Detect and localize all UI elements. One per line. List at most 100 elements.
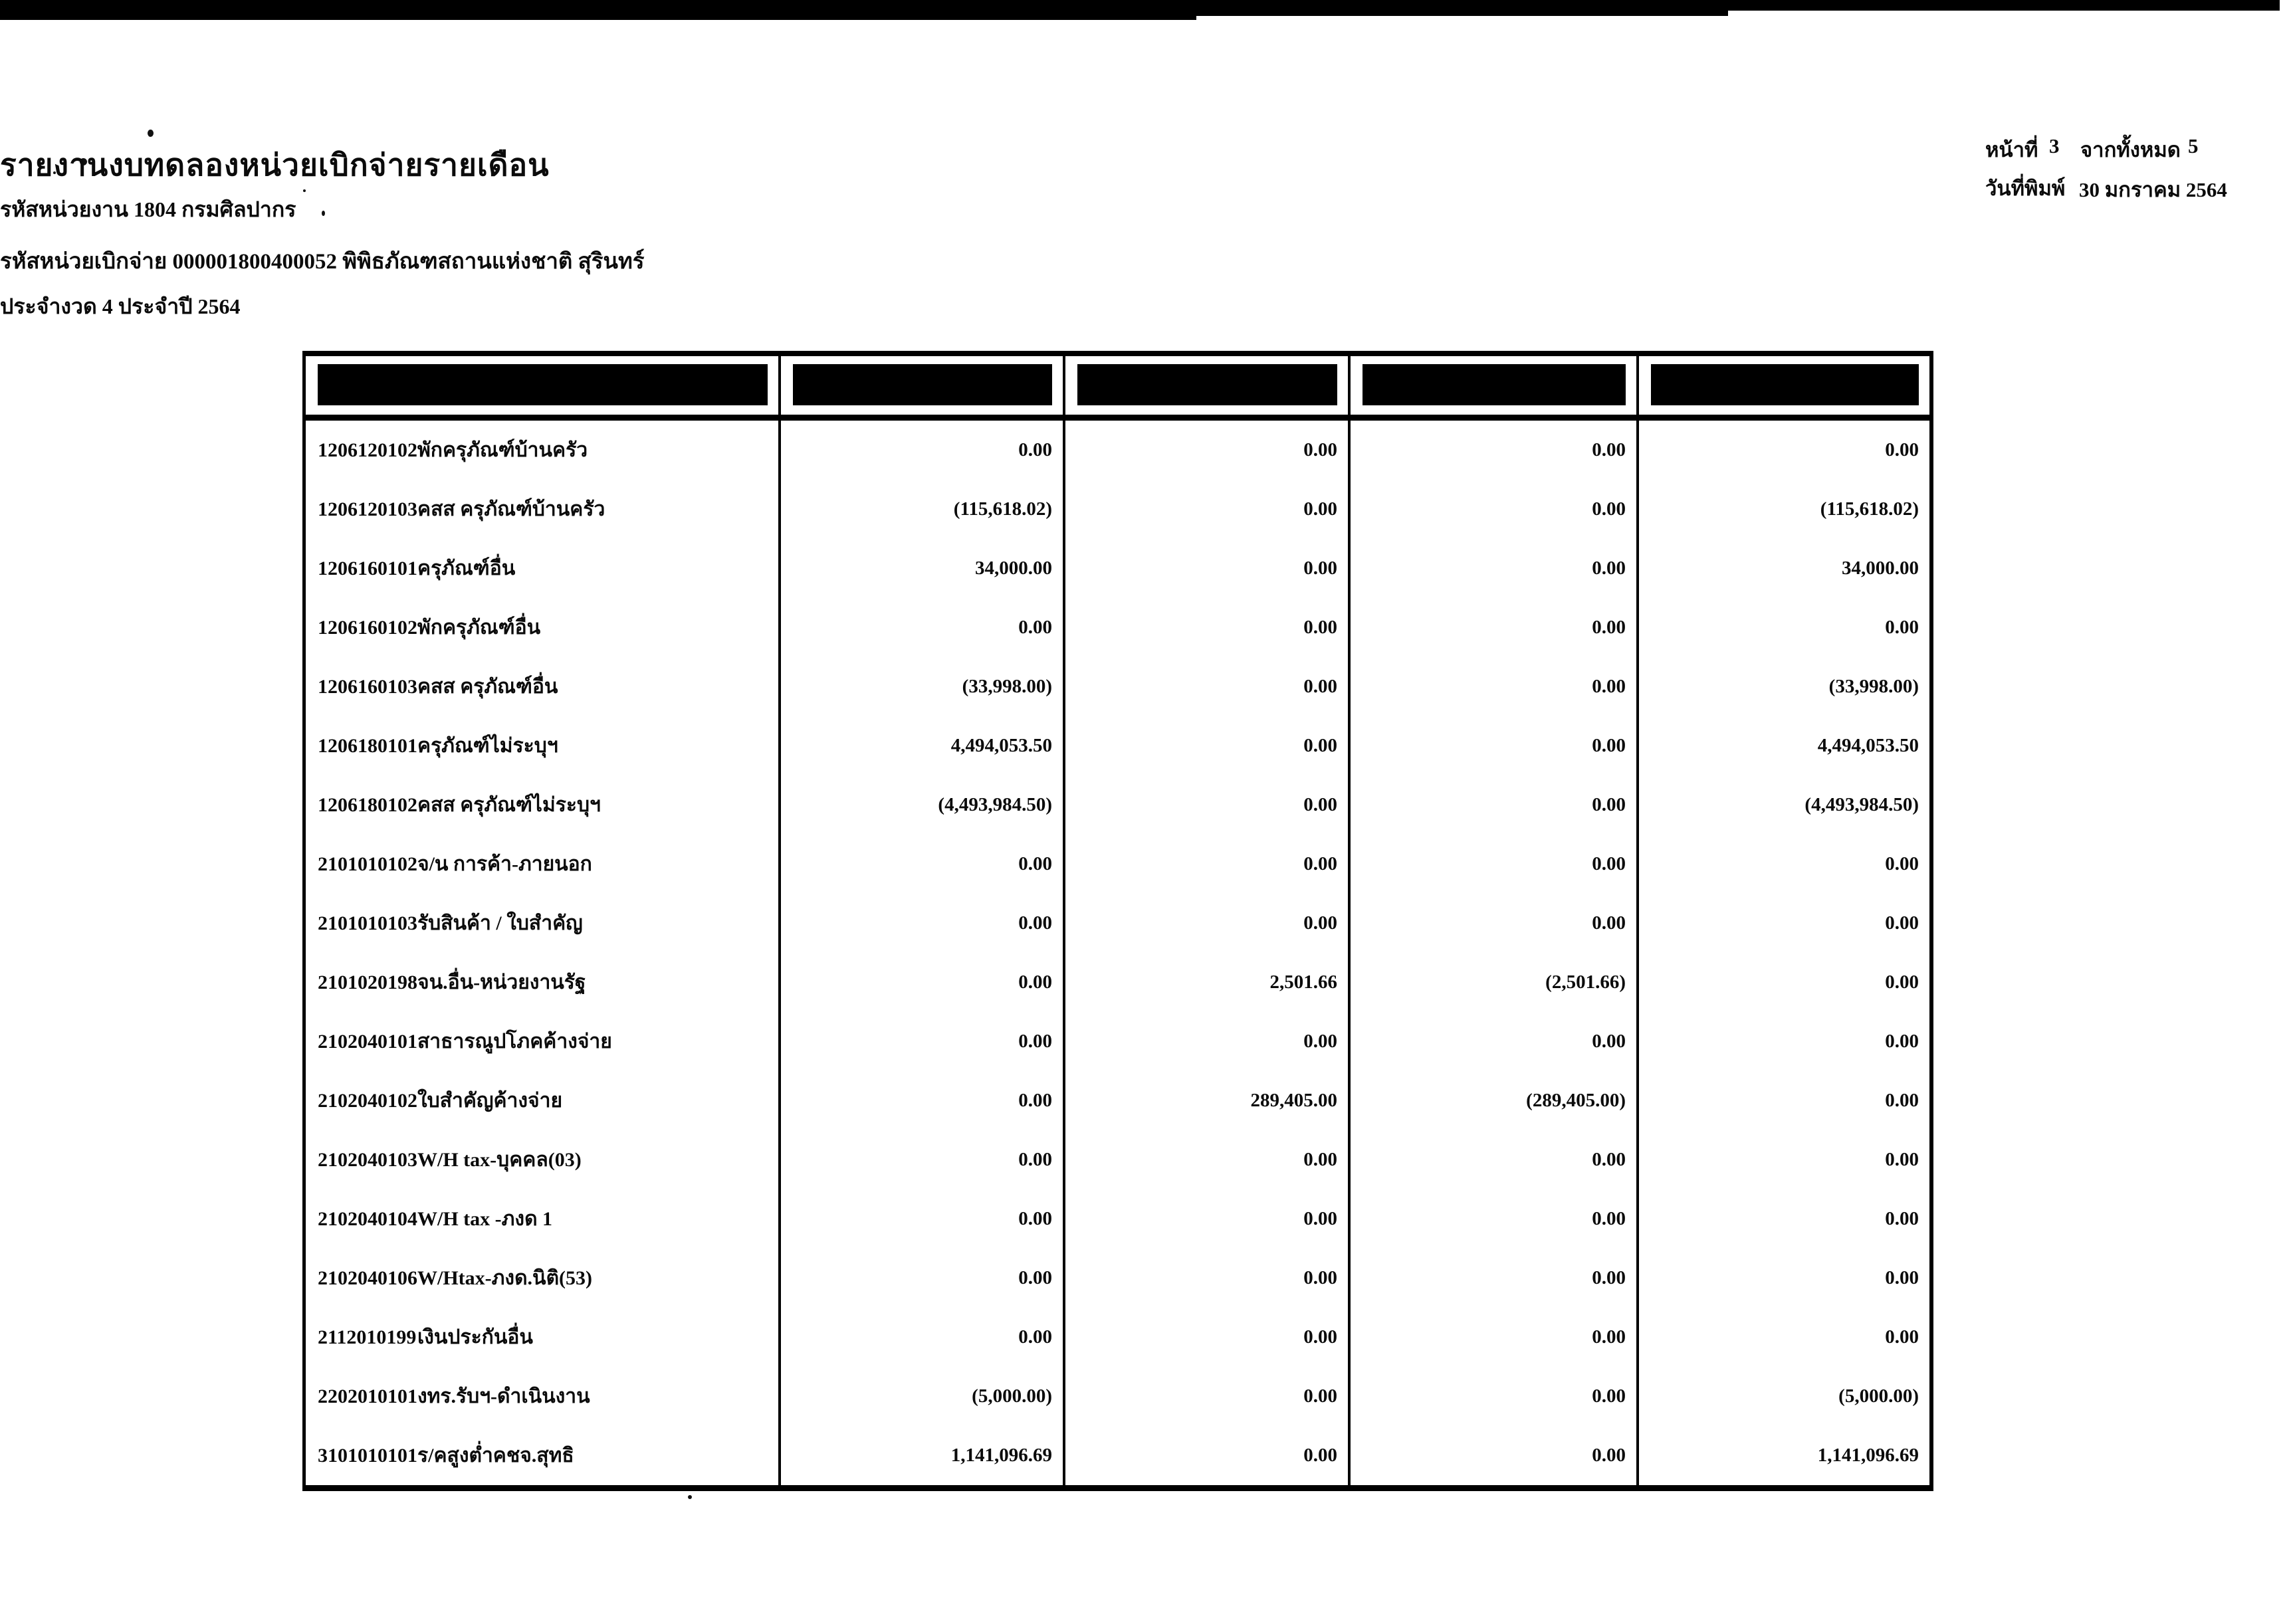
- amount-cell: 0.00: [1351, 421, 1639, 480]
- amount-cell: 34,000.00: [1842, 558, 1919, 579]
- account-code: 2102040102: [318, 1089, 417, 1112]
- print-date-label: วันที่พิมพ์: [1985, 177, 2066, 200]
- account-code: 1206180101: [318, 734, 417, 757]
- account-name: จ/น การค้า-ภายนอก: [417, 853, 592, 875]
- account-name: ครุภัณฑ์ไม่ระบุฯ: [417, 735, 558, 757]
- amount-cell: 0.00: [1065, 1130, 1351, 1189]
- account-name: พักครุภัณฑ์อื่น: [417, 617, 541, 639]
- amount-cell: 4,494,053.50: [1817, 735, 1919, 756]
- amount-cell: 0.00: [1351, 835, 1639, 894]
- amount-cell: 0.00: [1065, 716, 1351, 775]
- account-cell: 2102040102 ใบสำคัญค้างจ่าย: [306, 1071, 781, 1130]
- account-name: จน.อื่น-หน่วยงานรัฐ: [417, 971, 586, 993]
- account-code: 2102040106: [318, 1267, 417, 1289]
- page-number: 3: [2049, 134, 2060, 157]
- agency-code-line: รหัสหน่วยงาน 1804 กรมศิลปากร: [0, 197, 296, 221]
- account-code: 1206120102: [318, 439, 417, 461]
- header-cell-amount-4: [1639, 356, 1929, 415]
- account-cell: 2101010103 รับสินค้า / ใบสำคัญ: [306, 894, 781, 953]
- amount-cell: 0.00: [1065, 894, 1351, 953]
- amount-cell: 0.00: [1885, 1208, 1919, 1229]
- table-row: 1206160103 คสส ครุภัณฑ์อื่น (33,998.00) 0.0…: [306, 657, 1929, 716]
- table-row: 1206160101 ครุภัณฑ์อื่น 34,000.00 0.00 0.00 3…: [306, 539, 1929, 598]
- account-cell: 2102040104 W/H tax -ภงด 1: [306, 1189, 781, 1249]
- account-cell: 2101020198 จน.อื่น-หน่วยงานรัฐ: [306, 953, 781, 1012]
- amount-cell: 0.00: [781, 421, 1065, 480]
- account-cell: 1206180102 คสส ครุภัณฑ์ไม่ระบุฯ: [306, 775, 781, 835]
- amount-cell: (5,000.00): [1838, 1385, 1919, 1407]
- amount-cell: 1,141,096.69: [1817, 1445, 1919, 1466]
- amount-cell: 0.00: [781, 1249, 1065, 1308]
- table-row: 2202010101 งทร.รับฯ-ดำเนินงาน (5,000.00) 0.…: [306, 1367, 1929, 1426]
- account-code: 2102040104: [318, 1207, 417, 1230]
- amount-cell: 0.00: [1885, 1031, 1919, 1052]
- amount-cell: (4,493,984.50): [1804, 794, 1919, 815]
- account-name: ร/คสูงต่ำคชจ.สุทธิ: [417, 1445, 574, 1467]
- table-row: 2101010103 รับสินค้า / ใบสำคัญ 0.00 0.00 0.0…: [306, 894, 1929, 953]
- account-name: คสส ครุภัณฑ์บ้านครัว: [417, 498, 605, 520]
- amount-cell: 0.00: [1065, 1189, 1351, 1249]
- amount-cell: 0.00: [781, 1308, 1065, 1367]
- account-code: 2101020198: [318, 971, 417, 993]
- page-title: รายงานงบทดลองหน่วยเบิกจ่ายรายเดือน: [0, 148, 550, 182]
- scan-speck: [148, 130, 154, 137]
- redacted-header-bar: [1362, 364, 1626, 405]
- account-name: งทร.รับฯ-ดำเนินงาน: [417, 1385, 590, 1407]
- scan-artifact-strip: [1130, 0, 1728, 16]
- account-cell: 1206180101 ครุภัณฑ์ไม่ระบุฯ: [306, 716, 781, 775]
- amount-cell: 0.00: [1351, 598, 1639, 657]
- table-row: 2102040102 ใบสำคัญค้างจ่าย 0.00 289,405.00(…: [306, 1071, 1929, 1130]
- disbursement-unit-line: รหัสหน่วยเบิกจ่าย 000001800400052 พิพิธภ…: [0, 250, 645, 274]
- account-code: 2101010103: [318, 912, 417, 934]
- redacted-header-bar: [793, 364, 1052, 405]
- amount-cell: 0.00: [781, 1071, 1065, 1130]
- amount-cell: 0.00: [1351, 1130, 1639, 1189]
- account-name: สาธารณูปโภคค้างจ่าย: [417, 1031, 612, 1053]
- amount-cell: 0.00: [1351, 1367, 1639, 1426]
- amount-cell: 0.00: [1065, 657, 1351, 716]
- account-name: W/H tax -ภงด 1: [417, 1208, 553, 1230]
- amount-cell: 0.00: [781, 1012, 1065, 1071]
- amount-cell: 0.00: [1885, 853, 1919, 874]
- amount-cell: 0.00: [1351, 1012, 1639, 1071]
- table-body: 1206120102 พักครุภัณฑ์บ้านครัว 0.00 0.00 0.0…: [306, 421, 1929, 1485]
- header-cell-account: [306, 356, 781, 415]
- amount-cell: (33,998.00): [781, 657, 1065, 716]
- amount-cell: 0.00: [781, 835, 1065, 894]
- scan-artifact-strip: [0, 0, 1196, 20]
- amount-cell: 0.00: [1885, 1267, 1919, 1288]
- amount-cell: 0.00: [1885, 1090, 1919, 1111]
- table-row: 2102040103 W/H tax-บุคคล(03) 0.00 0.00 0.00 0…: [306, 1130, 1929, 1189]
- header-cell-amount-3: [1351, 356, 1639, 415]
- amount-cell: 0.00: [1065, 835, 1351, 894]
- scan-speck: [303, 189, 306, 192]
- amount-cell: 0.00: [1351, 775, 1639, 835]
- table-row: 2102040101 สาธารณูปโภคค้างจ่าย 0.00 0.00 0.0…: [306, 1012, 1929, 1071]
- account-cell: 1206120102 พักครุภัณฑ์บ้านครัว: [306, 421, 781, 480]
- table-row: 1206160102 พักครุภัณฑ์อื่น 0.00 0.00 0.00 0.0…: [306, 598, 1929, 657]
- amount-cell: 0.00: [1065, 421, 1351, 480]
- account-name: W/Htax-ภงด.นิติ(53): [417, 1267, 593, 1289]
- amount-cell: 4,494,053.50: [781, 716, 1065, 775]
- account-cell: 3101010101 ร/คสูงต่ำคชจ.สุทธิ: [306, 1426, 781, 1485]
- redacted-header-bar: [318, 364, 768, 405]
- trial-balance-table: 1206120102 พักครุภัณฑ์บ้านครัว 0.00 0.00 0.0…: [302, 351, 1933, 1491]
- amount-cell: 0.00: [1065, 1249, 1351, 1308]
- print-date: 30 มกราคม 2564: [2079, 178, 2227, 201]
- redacted-header-bar: [1077, 364, 1337, 405]
- table-row: 2102040106 W/Htax-ภงด.นิติ(53) 0.00 0.00 0.0…: [306, 1249, 1929, 1308]
- scan-speck: [322, 211, 325, 216]
- account-code: 1206160103: [318, 675, 417, 698]
- table-row: 2112010199 เงินประกันอื่น 0.00 0.00 0.00 0.00: [306, 1308, 1929, 1367]
- account-code: 2202010101: [318, 1385, 417, 1407]
- amount-cell: 0.00: [1065, 1367, 1351, 1426]
- account-name: คสส ครุภัณฑ์อื่น: [417, 676, 558, 698]
- account-name: W/H tax-บุคคล(03): [417, 1149, 582, 1171]
- table-header-row: [306, 356, 1929, 421]
- amount-cell: (4,493,984.50): [781, 775, 1065, 835]
- period-line: ประจำงวด 4 ประจำปี 2564: [0, 294, 241, 318]
- account-cell: 1206160101 ครุภัณฑ์อื่น: [306, 539, 781, 598]
- amount-cell: (33,998.00): [1828, 676, 1919, 697]
- scan-speck: [688, 1495, 692, 1499]
- amount-cell: 0.00: [1351, 1426, 1639, 1485]
